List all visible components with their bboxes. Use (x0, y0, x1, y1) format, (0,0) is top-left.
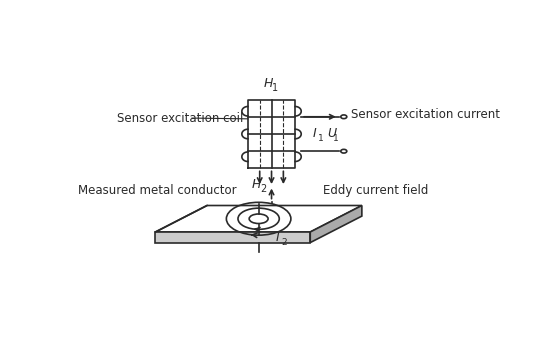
Text: 2: 2 (281, 238, 287, 247)
Text: 1: 1 (272, 84, 278, 94)
Text: I: I (312, 127, 316, 140)
Text: Measured metal conductor: Measured metal conductor (78, 184, 236, 197)
Text: U: U (327, 127, 336, 140)
Circle shape (341, 149, 347, 153)
Text: 2: 2 (260, 184, 266, 194)
Text: Sensor excitation current: Sensor excitation current (351, 108, 500, 121)
Polygon shape (155, 232, 310, 243)
Text: H: H (264, 77, 273, 90)
Polygon shape (155, 205, 362, 232)
Text: Sensor excitation coil: Sensor excitation coil (117, 111, 243, 125)
Circle shape (341, 115, 347, 119)
Text: I: I (276, 231, 280, 244)
Text: Eddy current field: Eddy current field (323, 184, 428, 197)
Text: 1: 1 (318, 133, 324, 143)
Text: 1: 1 (333, 133, 339, 143)
Polygon shape (310, 205, 362, 243)
Text: H: H (252, 178, 261, 191)
